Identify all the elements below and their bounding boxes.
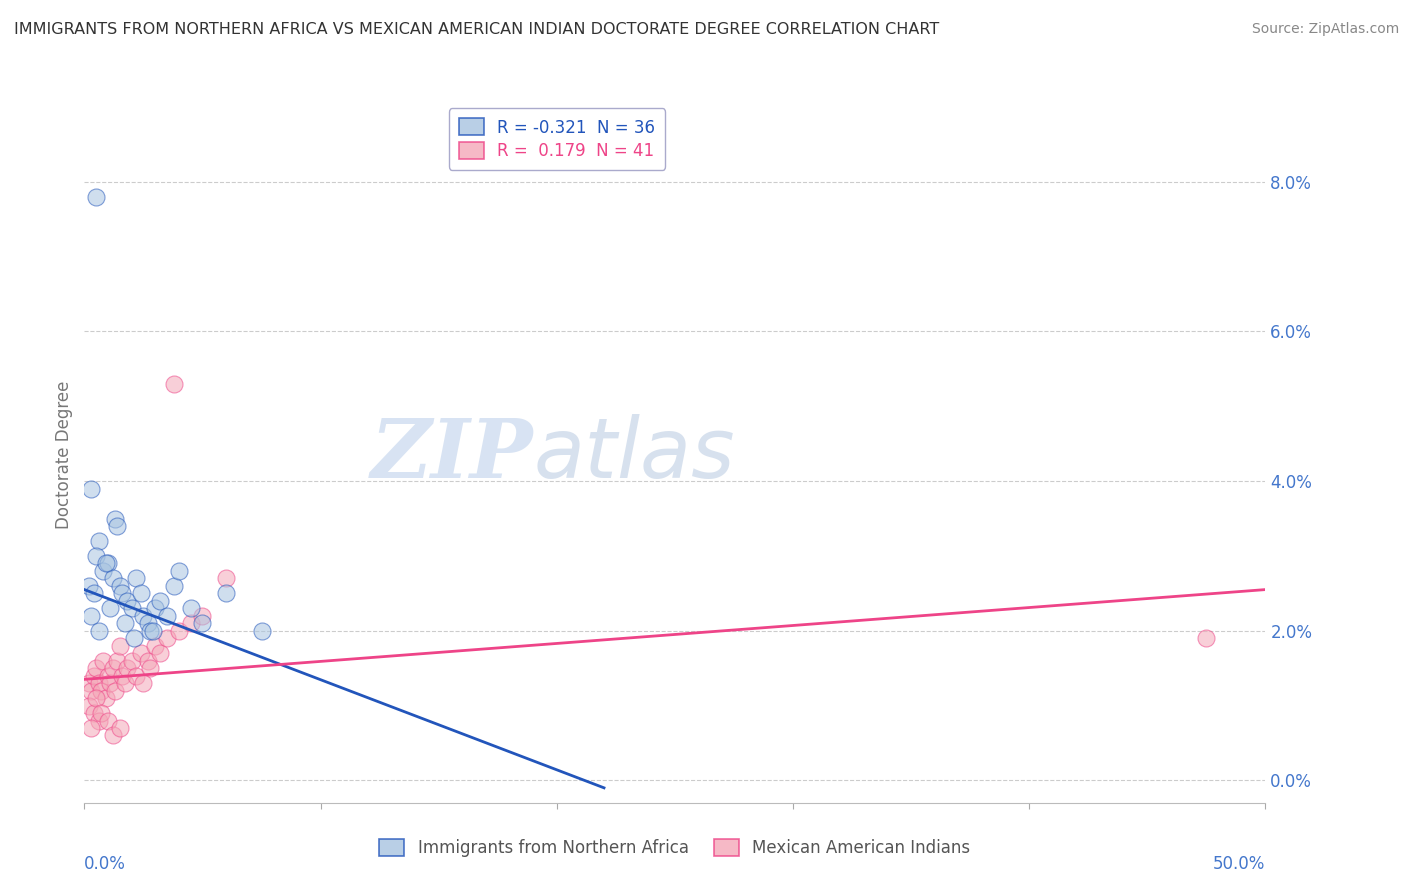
Point [129,646,152,660]
Point [83,668,105,682]
Point [87,533,110,548]
Point [87,624,110,638]
Point [250,624,273,638]
Point [84,190,107,204]
Point [139,624,162,638]
Point [98,676,121,690]
Point [111,586,134,600]
Point [91,654,114,668]
Point [191,616,214,631]
Point [108,721,131,735]
Point [83,586,105,600]
Point [97,668,120,682]
Point [129,586,152,600]
Point [98,601,121,615]
Point [149,646,172,660]
Point [156,608,179,623]
Point [77,698,100,713]
Point [125,668,148,682]
Point [139,661,162,675]
Point [90,683,112,698]
Point [115,594,138,608]
Point [143,601,166,615]
Point [114,616,136,631]
Point [108,639,131,653]
Point [77,579,100,593]
Point [104,683,127,698]
Point [114,676,136,690]
Text: IMMIGRANTS FROM NORTHERN AFRICA VS MEXICAN AMERICAN INDIAN DOCTORATE DEGREE CORR: IMMIGRANTS FROM NORTHERN AFRICA VS MEXIC… [14,22,939,37]
Point [115,661,138,675]
Point [136,654,159,668]
Point [84,661,107,675]
Point [80,482,103,496]
Point [122,631,145,645]
Point [101,661,124,675]
Point [163,579,186,593]
Point [87,714,110,728]
Point [167,624,190,638]
Point [101,571,124,585]
Point [132,676,155,690]
Text: ZIP: ZIP [371,415,533,495]
Point [180,601,202,615]
Point [180,616,202,631]
Point [77,676,100,690]
Text: 0.0%: 0.0% [84,855,127,873]
Point [215,586,238,600]
Y-axis label: Doctorate Degree: Doctorate Degree [55,381,73,529]
Point [91,564,114,578]
Text: Source: ZipAtlas.com: Source: ZipAtlas.com [1251,22,1399,37]
Point [97,557,120,571]
Point [125,571,148,585]
Point [142,624,165,638]
Legend: Immigrants from Northern Africa, Mexican American Indians: Immigrants from Northern Africa, Mexican… [373,832,977,864]
Point [80,608,103,623]
Point [215,571,238,585]
Point [80,683,103,698]
Point [94,557,117,571]
Point [121,601,143,615]
Point [97,714,120,728]
Point [87,676,110,690]
Point [84,691,107,706]
Point [83,706,105,720]
Text: atlas: atlas [533,415,735,495]
Point [108,579,131,593]
Point [111,668,134,682]
Point [104,511,127,525]
Point [107,519,129,533]
Point [132,608,155,623]
Point [149,594,172,608]
Point [84,549,107,563]
Text: 50.0%: 50.0% [1213,855,1265,873]
Point [156,631,179,645]
Point [143,639,166,653]
Point [163,376,186,391]
Point [107,654,129,668]
Point [94,691,117,706]
Point [191,608,214,623]
Point [121,654,143,668]
Point [90,706,112,720]
Point [136,616,159,631]
Point [101,729,124,743]
Point [80,721,103,735]
Point [1195,631,1218,645]
Point [167,564,190,578]
